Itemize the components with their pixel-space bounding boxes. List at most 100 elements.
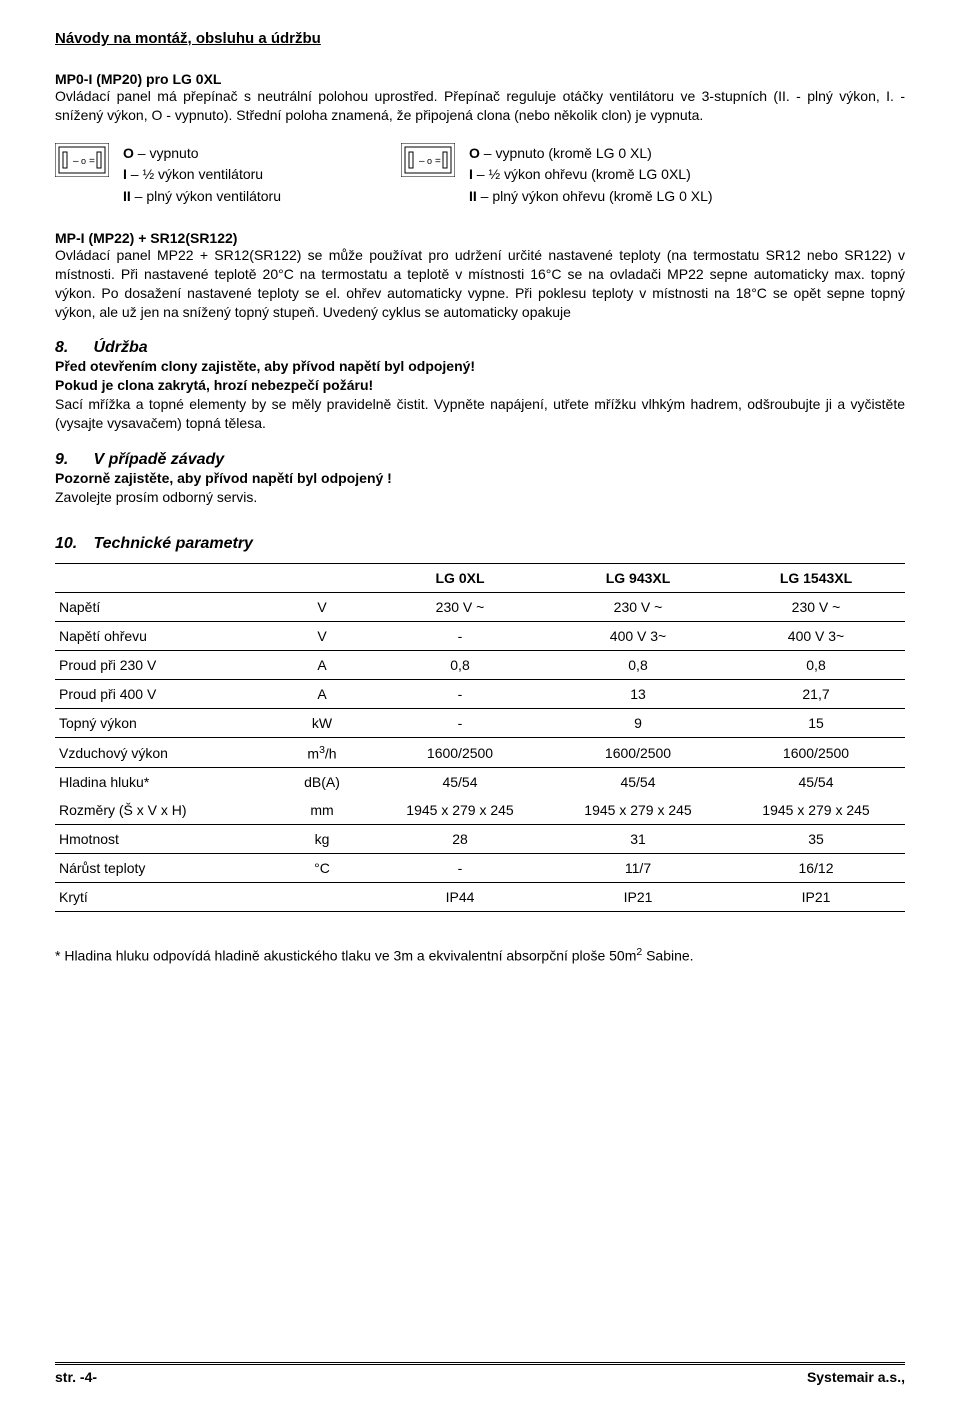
table-cell: 28	[371, 825, 549, 854]
table-cell: m3/h	[273, 737, 371, 768]
legend-ii-text: – plný výkon ventilátoru	[131, 188, 281, 204]
mpi-paragraph: Ovládací panel MP22 + SR12(SR122) se můž…	[55, 246, 905, 322]
page-container: Návody na montáž, obsluhu a údržbu MP0-I…	[0, 0, 960, 1405]
table-cell: IP44	[371, 883, 549, 912]
table-cell: 230 V ~	[727, 592, 905, 621]
legend-ii-label: II	[123, 188, 131, 204]
table-cell: kg	[273, 825, 371, 854]
table-cell: IP21	[549, 883, 727, 912]
table-cell	[273, 883, 371, 912]
table-cell: Krytí	[55, 883, 273, 912]
section-8-bold1: Před otevřením clony zajistěte, aby přív…	[55, 357, 905, 376]
table-head-c3: LG 1543XL	[727, 563, 905, 592]
table-cell: 15	[727, 708, 905, 737]
table-cell: Hladina hluku*	[55, 768, 273, 797]
page-header: Návody na montáž, obsluhu a údržbu	[55, 30, 905, 47]
table-row: Topný výkonkW-915	[55, 708, 905, 737]
table-cell: 230 V ~	[371, 592, 549, 621]
table-cell: Topný výkon	[55, 708, 273, 737]
table-head-c2: LG 943XL	[549, 563, 727, 592]
section-8-bold2: Pokud je clona zakrytá, hrozí nebezpečí …	[55, 376, 905, 395]
table-row: Vzduchový výkonm3/h1600/25001600/2500160…	[55, 737, 905, 768]
section-8-title: Údržba	[93, 339, 147, 356]
table-cell: Vzduchový výkon	[55, 737, 273, 768]
legend-o-text-r: – vypnuto (kromě LG 0 XL)	[480, 145, 652, 161]
table-cell: 21,7	[727, 679, 905, 708]
table-cell: V	[273, 592, 371, 621]
table-cell: Hmotnost	[55, 825, 273, 854]
table-row: Napětí ohřevuV-400 V 3~400 V 3~	[55, 621, 905, 650]
legend-left-lines: O – vypnuto I – ½ výkon ventilátoru II –…	[123, 143, 281, 208]
legend-left: – o = O – vypnuto I – ½ výkon ventilátor…	[55, 143, 281, 208]
table-row: Nárůst teploty°C-11/716/12	[55, 854, 905, 883]
section-9-num: 9.	[55, 451, 89, 469]
svg-text:o: o	[81, 156, 86, 166]
table-cell: -	[371, 708, 549, 737]
table-cell: 230 V ~	[549, 592, 727, 621]
table-cell: 1600/2500	[371, 737, 549, 768]
table-head-empty	[55, 563, 273, 592]
legend-o-label: O	[123, 145, 134, 161]
table-cell: 0,8	[549, 650, 727, 679]
table-row: KrytíIP44IP21IP21	[55, 883, 905, 912]
page-footer: str. -4- Systemair a.s.,	[55, 1362, 905, 1385]
table-cell: 13	[549, 679, 727, 708]
table-cell: Rozměry (Š x V x H)	[55, 796, 273, 825]
table-cell: °C	[273, 854, 371, 883]
table-cell: Nárůst teploty	[55, 854, 273, 883]
svg-text:–: –	[419, 156, 425, 167]
legend-right-lines: O – vypnuto (kromě LG 0 XL) I – ½ výkon …	[469, 143, 713, 208]
table-cell: 400 V 3~	[549, 621, 727, 650]
section-10-heading: 10. Technické parametry	[55, 535, 905, 553]
table-cell: 45/54	[549, 768, 727, 797]
switch-panel-icon: – o =	[55, 143, 109, 177]
footer-left: str. -4-	[55, 1369, 97, 1385]
svg-text:=: =	[89, 156, 95, 167]
table-cell: 0,8	[371, 650, 549, 679]
section-10-num: 10.	[55, 535, 89, 553]
table-cell: kW	[273, 708, 371, 737]
table-cell: A	[273, 679, 371, 708]
svg-text:–: –	[73, 156, 79, 167]
svg-text:=: =	[435, 156, 441, 167]
table-cell: 45/54	[371, 768, 549, 797]
legend-right: – o = O – vypnuto (kromě LG 0 XL) I – ½ …	[401, 143, 713, 208]
table-cell: 16/12	[727, 854, 905, 883]
table-cell: mm	[273, 796, 371, 825]
table-cell: 1945 x 279 x 245	[727, 796, 905, 825]
table-head-unit	[273, 563, 371, 592]
table-cell: A	[273, 650, 371, 679]
section-9-heading: 9. V případě závady	[55, 451, 905, 469]
table-cell: IP21	[727, 883, 905, 912]
table-cell: 1600/2500	[549, 737, 727, 768]
legend-ii-text-r: – plný výkon ohřevu (kromě LG 0 XL)	[477, 188, 713, 204]
table-head-c1: LG 0XL	[371, 563, 549, 592]
table-cell: 45/54	[727, 768, 905, 797]
section-10-title: Technické parametry	[93, 535, 252, 552]
footer-right: Systemair a.s.,	[807, 1369, 905, 1385]
table-cell: -	[371, 621, 549, 650]
section-8-paragraph: Sací mřížka a topné elementy by se měly …	[55, 395, 905, 433]
table-cell: 1600/2500	[727, 737, 905, 768]
table-row: NapětíV230 V ~230 V ~230 V ~	[55, 592, 905, 621]
table-row: Hmotnostkg283135	[55, 825, 905, 854]
section-9-bold1: Pozorně zajistěte, aby přívod napětí byl…	[55, 469, 905, 488]
table-cell: 1945 x 279 x 245	[371, 796, 549, 825]
mp0i-paragraph: Ovládací panel má přepínač s neutrální p…	[55, 87, 905, 125]
legend-i-text-r: – ½ výkon ohřevu (kromě LG 0XL)	[473, 166, 691, 182]
table-cell: dB(A)	[273, 768, 371, 797]
section-8-num: 8.	[55, 339, 89, 357]
table-cell: 11/7	[549, 854, 727, 883]
legend-o-label-r: O	[469, 145, 480, 161]
table-cell: -	[371, 854, 549, 883]
table-cell: Napětí ohřevu	[55, 621, 273, 650]
table-row: Proud při 230 VA0,80,80,8	[55, 650, 905, 679]
legend-ii-label-r: II	[469, 188, 477, 204]
legend-o-text: – vypnuto	[134, 145, 199, 161]
table-cell: V	[273, 621, 371, 650]
table-cell: 35	[727, 825, 905, 854]
table-cell: Proud při 230 V	[55, 650, 273, 679]
legend-grid: – o = O – vypnuto I – ½ výkon ventilátor…	[55, 143, 905, 208]
table-cell: 31	[549, 825, 727, 854]
table-row: Hladina hluku*dB(A)45/5445/5445/54	[55, 768, 905, 797]
